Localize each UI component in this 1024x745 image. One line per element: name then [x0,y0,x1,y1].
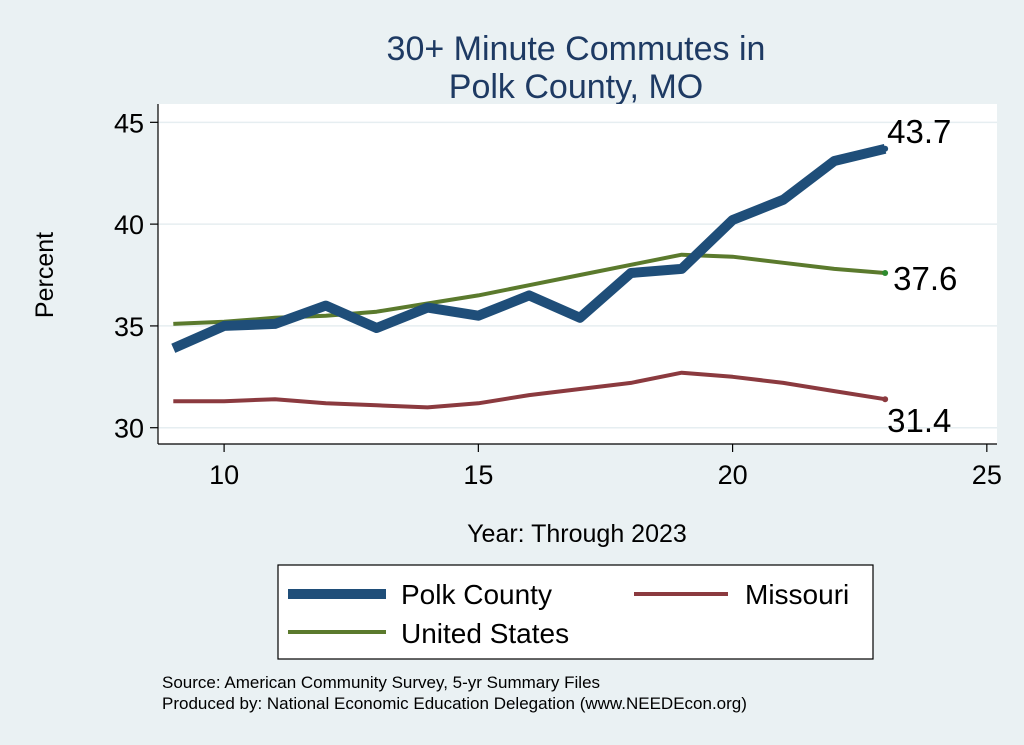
chart-title-line2: Polk County, MO [449,68,703,106]
end-marker-united-states [882,269,889,276]
axes [150,104,997,452]
x-tick-label-25: 25 [972,460,1002,490]
end-label-united-states: 37.6 [893,260,957,297]
produced-by-line: Produced by: National Economic Education… [162,694,747,713]
legend-label-united-states: United States [401,618,569,649]
source-line: Source: American Community Survey, 5-yr … [162,673,600,692]
x-tick-label-20: 20 [718,460,748,490]
legend-label-polk-county: Polk County [401,579,552,610]
x-axis-title: Year: Through 2023 [467,520,687,548]
y-axis-title: Percent [31,232,59,318]
x-tick-label-15: 15 [463,460,493,490]
x-tick-label-10: 10 [209,460,239,490]
y-tick-label-35: 35 [114,312,144,342]
y-tick-label-45: 45 [114,108,144,138]
series-line-polk-county [171,143,887,353]
series-line-missouri [173,370,886,410]
legend-label-missouri: Missouri [745,579,849,610]
end-labels: 43.7 37.6 31.4 [887,113,957,439]
gridlines [158,121,997,429]
y-tick-label-30: 30 [114,414,144,444]
legend: Polk County Missouri United States [277,564,874,660]
end-marker-missouri [882,396,889,403]
series-lines [171,143,889,410]
end-marker-polk-county [882,145,889,152]
chart-title-line1: 30+ Minute Commutes in [387,30,766,68]
tick-labels: 30 35 40 45 10 15 20 25 [114,108,1002,490]
y-tick-label-40: 40 [114,210,144,240]
end-label-polk-county: 43.7 [887,113,951,150]
end-label-missouri: 31.4 [887,402,951,439]
legend-box [277,564,874,660]
